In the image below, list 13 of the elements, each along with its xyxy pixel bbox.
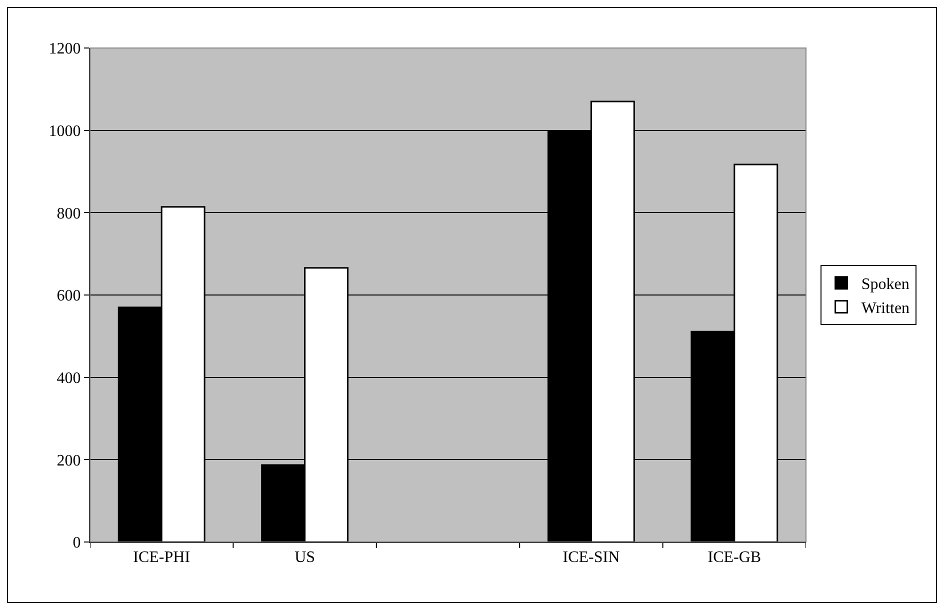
x-tick-label: ICE-PHI: [133, 549, 190, 566]
x-tick-label: ICE-GB: [708, 549, 762, 566]
legend-label: Spoken: [861, 276, 910, 294]
y-tick-label: 800: [56, 205, 81, 222]
y-tick-label: 200: [56, 452, 81, 470]
y-tick-label: 0: [72, 534, 81, 552]
y-tick-label: 600: [56, 288, 81, 305]
x-tick-label: ICE-SIN: [562, 549, 620, 566]
y-tick-label: 1000: [48, 122, 81, 140]
y-tick-label: 400: [56, 370, 81, 387]
legend-label: Written: [861, 300, 910, 317]
x-tick-label: US: [294, 549, 316, 566]
y-tick-label: 1200: [48, 40, 81, 58]
